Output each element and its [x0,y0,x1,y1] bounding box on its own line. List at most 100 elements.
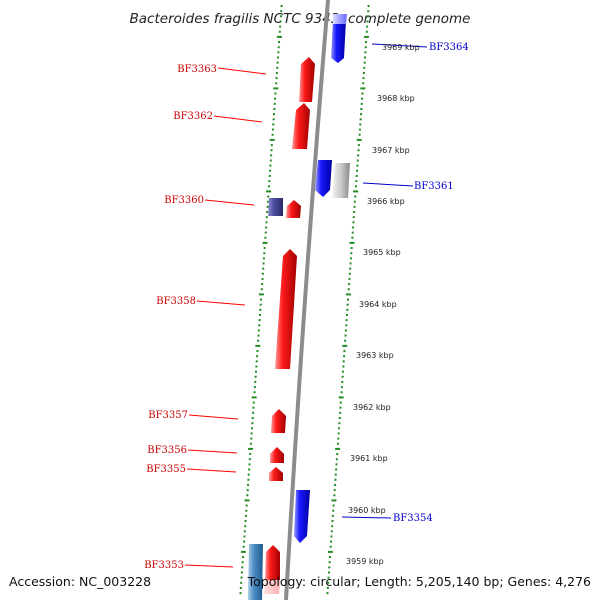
gene-label-bf3361[interactable]: BF3361 [414,181,454,192]
minor-tick [259,303,262,306]
minor-tick [343,350,346,353]
gene-bf3360[interactable] [268,198,301,218]
minor-tick [349,257,352,260]
minor-tick [351,236,354,239]
minor-tick [349,262,352,265]
minor-tick [342,360,345,363]
gene-label-bf3360[interactable]: BF3360 [164,195,204,206]
minor-tick [359,118,362,121]
minor-tick [256,355,259,358]
minor-tick [274,92,277,95]
kbp-label: 3959 kbp [346,557,384,566]
minor-tick [362,77,365,80]
minor-tick [251,422,254,425]
minor-tick [353,200,356,203]
minor-tick [331,514,334,517]
genome-backbone [284,0,330,600]
minor-tick [276,66,279,69]
gene-label-bf3364[interactable]: BF3364 [429,42,469,53]
minor-tick [279,25,282,28]
minor-tick [333,494,336,497]
minor-tick [260,298,263,301]
gene-bf3354[interactable] [294,490,310,543]
minor-tick [337,432,340,435]
gene-label-bf3362[interactable]: BF3362 [173,111,213,122]
gene-label-bf3363[interactable]: BF3363 [177,64,217,75]
gene-label-bf3354[interactable]: BF3354 [393,513,433,524]
gene-label-bf3353[interactable]: BF3353 [144,560,184,571]
minor-tick [360,113,363,116]
major-tick [345,293,351,296]
minor-tick [263,252,266,255]
major-tick [251,396,257,399]
minor-tick [261,272,264,275]
gene-label-bf3358[interactable]: BF3358 [156,296,196,307]
minor-tick [347,288,350,291]
minor-tick [272,118,275,121]
gene-bf3353[interactable] [248,544,280,600]
major-tick [240,550,246,553]
minor-tick [275,77,278,80]
gene-bf3358[interactable] [275,249,297,369]
kbp-label: 3962 kbp [353,403,391,412]
minor-tick [262,262,265,265]
minor-tick [277,51,280,54]
minor-tick [269,169,272,172]
topology-text: Topology: circular; Length: 5,205,140 bp… [247,574,591,589]
minor-tick [358,128,361,131]
gene-label-bf3356[interactable]: BF3356 [147,445,187,456]
minor-tick [256,350,259,353]
gene-bf3364[interactable] [331,14,347,63]
minor-tick [349,267,352,270]
minor-tick [365,41,368,44]
minor-tick [247,473,250,476]
gene-label-bf3355[interactable]: BF3355 [146,464,186,475]
minor-tick [266,205,269,208]
minor-tick [252,406,255,409]
minor-tick [245,509,248,512]
minor-tick [354,195,357,198]
minor-tick [344,329,347,332]
minor-tick [336,453,339,456]
minor-tick [356,159,359,162]
minor-tick [241,566,244,569]
minor-tick [266,200,269,203]
gene-label-bf3357[interactable]: BF3357 [148,410,188,421]
minor-tick [356,164,359,167]
minor-tick [278,41,281,44]
minor-tick [270,144,273,147]
minor-tick [361,92,364,95]
minor-tick [249,453,252,456]
minor-tick [268,174,271,177]
gene-bf3355[interactable] [269,467,283,481]
minor-tick [331,520,334,522]
inner-tick-track [326,5,370,595]
minor-tick [246,489,249,492]
minor-tick [253,391,256,394]
gene-bf3362[interactable] [292,103,310,149]
major-tick [269,138,275,141]
gene-bf3361[interactable] [315,160,350,198]
minor-tick [242,545,245,548]
minor-tick [339,406,342,409]
minor-tick [364,51,367,54]
minor-tick [248,463,251,466]
minor-tick [355,174,358,177]
minor-tick [346,303,349,306]
minor-tick [335,463,338,466]
gene-bf3356[interactable] [270,447,284,463]
minor-tick [335,458,338,461]
gene-bf3357[interactable] [271,409,286,433]
minor-tick [341,375,344,378]
gene-bf3363[interactable] [299,57,315,102]
minor-tick [271,128,274,131]
minor-tick [279,20,282,23]
minor-tick [365,30,368,33]
minor-tick [357,154,360,157]
minor-tick [249,442,252,445]
minor-tick [243,540,246,543]
minor-tick [250,432,253,435]
minor-tick [328,561,331,564]
minor-tick [366,15,369,18]
position-labels: 3969 kbp 3968 kbp 3967 kbp 3966 kbp 3965… [346,43,420,566]
